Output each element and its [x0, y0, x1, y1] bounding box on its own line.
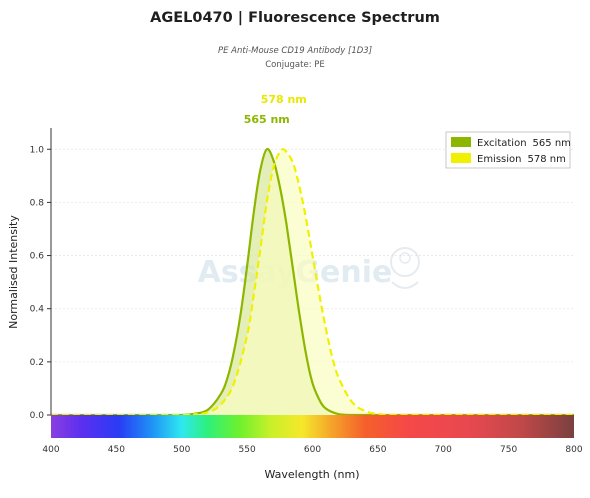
- y-tick-label: 0.8: [30, 198, 45, 208]
- x-tick-label: 700: [435, 445, 452, 455]
- visible-spectrum-bar: [51, 415, 574, 438]
- watermark-logo-icon: [390, 247, 420, 289]
- x-tick-label: 400: [42, 445, 59, 455]
- y-tick-label: 0.0: [30, 411, 45, 421]
- legend-entry-excitation: Excitation 565 nm: [477, 138, 571, 149]
- legend-series-name: Emission: [477, 154, 522, 165]
- emission-peak-label: 578 nm: [261, 93, 307, 106]
- legend-series-peak: 565 nm: [533, 138, 571, 149]
- legend: Excitation 565 nm Emission 578 nm: [445, 131, 571, 169]
- peak-labels: 565 nm 578 nm: [244, 93, 307, 126]
- x-tick-label: 500: [173, 445, 190, 455]
- chart-subtitle: PE Anti-Mouse CD19 Antibody [1D3]: [217, 46, 373, 56]
- legend-swatch-excitation: [451, 137, 471, 147]
- excitation-line: [51, 147, 574, 417]
- x-tick-label: 550: [239, 445, 256, 455]
- legend-series-peak: 578 nm: [528, 154, 566, 165]
- y-tick-label: 0.4: [30, 305, 45, 315]
- x-tick-label: 450: [108, 445, 125, 455]
- x-tick-label: 800: [565, 445, 582, 455]
- ticks: 0.0 0.2 0.4 0.6 0.8 1.0 400 450 500 550 600 650 700 7…: [30, 145, 583, 455]
- x-tick-label: 650: [369, 445, 386, 455]
- x-tick-label: 600: [304, 445, 321, 455]
- emission-line: [51, 148, 574, 417]
- excitation-peak-label: 565 nm: [244, 113, 290, 126]
- y-axis-label: Normalised Intensity: [7, 215, 20, 329]
- series-layer: [51, 147, 574, 417]
- y-tick-label: 1.0: [30, 145, 45, 155]
- chart-title: AGEL0470 | Fluorescence Spectrum: [150, 10, 440, 26]
- conjugate-label: Conjugate: PE: [265, 60, 325, 70]
- y-tick-label: 0.6: [30, 252, 45, 262]
- y-tick-label: 0.2: [30, 358, 44, 368]
- legend-series-name: Excitation: [477, 138, 527, 149]
- emission-area: [51, 149, 574, 415]
- x-tick-label: 750: [500, 445, 517, 455]
- legend-entry-emission: Emission 578 nm: [477, 154, 566, 165]
- legend-swatch-emission: [451, 153, 471, 163]
- x-axis-label: Wavelength (nm): [264, 468, 359, 481]
